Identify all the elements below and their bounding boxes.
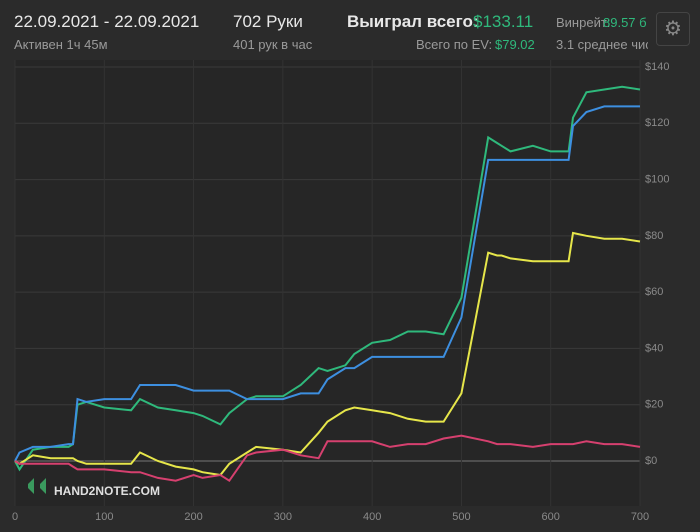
settings-button[interactable]: ⚙: [656, 12, 690, 46]
plot-area: [15, 60, 640, 506]
x-tick-label: 0: [12, 511, 18, 523]
x-tick-label: 100: [95, 511, 113, 523]
x-tick-label: 200: [184, 511, 202, 523]
winrate-value: 89.57 б: [603, 15, 647, 30]
y-tick-label: $100: [645, 173, 669, 185]
won-value: $133.11: [473, 12, 534, 31]
series-line: [14, 231, 641, 477]
y-tick-label: $60: [645, 286, 663, 298]
logo-icon: [28, 478, 46, 494]
hands: 702 Руки: [233, 12, 303, 31]
winrate-label: Винрейт:: [556, 15, 611, 30]
date-range: 22.09.2021 - 22.09.2021: [14, 12, 200, 31]
active-time: Активен 1ч 45м: [14, 37, 108, 52]
y-tick-label: $0: [645, 455, 657, 467]
logo: HAND2NOTE.COM: [28, 478, 160, 498]
ev-value: $79.02: [495, 37, 535, 52]
x-tick-label: 400: [363, 511, 381, 523]
series-line: [14, 105, 640, 462]
x-tick-label: 300: [274, 511, 292, 523]
y-tick-label: $40: [645, 342, 663, 354]
series-line: [14, 434, 641, 483]
y-tick-label: $140: [645, 61, 669, 73]
avg: 3.1 среднее числ: [556, 37, 648, 52]
y-tick-label: $80: [645, 230, 663, 242]
x-tick-label: 600: [542, 511, 560, 523]
y-tick-label: $120: [645, 117, 669, 129]
x-tick-label: 700: [631, 511, 649, 523]
logo-text: HAND2NOTE.COM: [54, 484, 160, 498]
won-label: Выиграл всего:: [347, 12, 479, 31]
y-tick-label: $20: [645, 399, 663, 411]
x-tick-label: 500: [452, 511, 470, 523]
hands-per-hour: 401 рук в час: [233, 37, 313, 52]
ev-label: Всего по EV:: [416, 37, 493, 52]
